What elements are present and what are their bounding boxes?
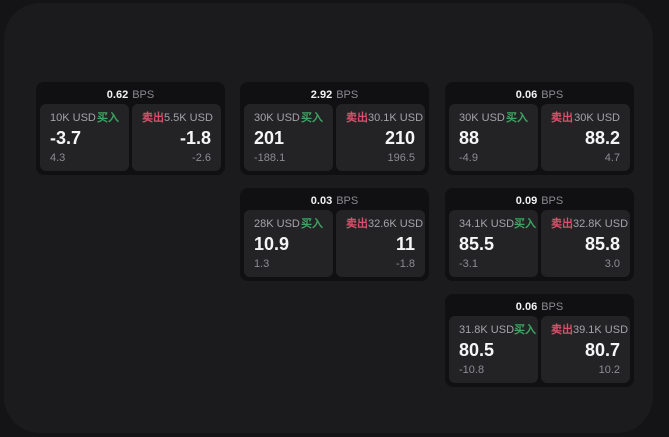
quote-card-3: 0.06 BPS 30K USD 买入 88 -4.9 卖出 30K USD 8… xyxy=(445,82,634,175)
buy-price: 80.5 xyxy=(459,340,495,360)
sell-price: 210 xyxy=(384,128,415,148)
sell-label: 卖出 xyxy=(551,218,573,230)
buy-price: 88 xyxy=(459,128,480,148)
sell-panel[interactable]: 卖出 32.8K USD 85.8 3.0 xyxy=(541,210,630,277)
sell-amount: 32.8K USD xyxy=(573,218,629,230)
buy-sub-value: -10.8 xyxy=(459,364,485,376)
card-header: 0.06 BPS xyxy=(449,86,630,104)
buy-amount: 31.8K USD xyxy=(459,324,515,336)
sell-panel[interactable]: 卖出 5.5K USD -1.8 -2.6 xyxy=(132,104,221,171)
buy-price: -3.7 xyxy=(50,128,82,148)
quote-card-1: 0.62 BPS 10K USD 买入 -3.7 4.3 卖出 5.5K USD… xyxy=(36,82,225,175)
sell-amount: 32.6K USD xyxy=(368,218,424,230)
sell-sub-value: 196.5 xyxy=(387,152,415,164)
quote-panels: 34.1K USD 买入 85.5 -3.1 卖出 32.8K USD 85.8… xyxy=(449,210,630,277)
sell-price: 85.8 xyxy=(584,234,620,254)
quote-panels: 30K USD 买入 88 -4.9 卖出 30K USD 88.2 4.7 xyxy=(449,104,630,171)
card-header: 2.92 BPS xyxy=(244,86,425,104)
buy-sub-value: 4.3 xyxy=(50,152,66,164)
bps-unit: BPS xyxy=(541,195,564,207)
sell-label: 卖出 xyxy=(551,112,573,124)
buy-price: 201 xyxy=(254,128,285,148)
buy-sub-value: -188.1 xyxy=(254,152,286,164)
sell-price: 80.7 xyxy=(584,340,620,360)
buy-price: 85.5 xyxy=(459,234,495,254)
quote-card-5: 0.09 BPS 34.1K USD 买入 85.5 -3.1 卖出 32.8K… xyxy=(445,188,634,281)
sell-sub-value: 4.7 xyxy=(604,152,620,164)
sell-sub-value: -1.8 xyxy=(396,258,415,270)
bps-unit: BPS xyxy=(541,301,564,313)
sell-amount: 30K USD xyxy=(574,112,620,124)
card-header: 0.06 BPS xyxy=(449,298,630,316)
bps-unit: BPS xyxy=(132,89,155,101)
sell-label: 卖出 xyxy=(346,218,368,230)
card-header: 0.09 BPS xyxy=(449,192,630,210)
sell-label: 卖出 xyxy=(346,112,368,124)
sell-price: -1.8 xyxy=(179,128,211,148)
buy-sub-value: -4.9 xyxy=(459,152,478,164)
buy-label: 买入 xyxy=(301,112,323,124)
card-header: 0.03 BPS xyxy=(244,192,425,210)
quote-panels: 31.8K USD 买入 80.5 -10.8 卖出 39.1K USD 80.… xyxy=(449,316,630,383)
quote-card-4: 0.03 BPS 28K USD 买入 10.9 1.3 卖出 32.6K US… xyxy=(240,188,429,281)
buy-amount: 10K USD xyxy=(50,112,96,124)
bps-value: 0.03 xyxy=(310,195,333,207)
sell-sub-value: 3.0 xyxy=(604,258,620,270)
buy-panel[interactable]: 10K USD 买入 -3.7 4.3 xyxy=(40,104,129,171)
bps-value: 0.09 xyxy=(515,195,538,207)
sell-sub-value: 10.2 xyxy=(598,364,620,376)
sell-sub-value: -2.6 xyxy=(192,152,211,164)
buy-amount: 28K USD xyxy=(254,218,300,230)
app-window: 0.62 BPS 10K USD 买入 -3.7 4.3 卖出 5.5K USD… xyxy=(4,3,653,433)
quote-panels: 28K USD 买入 10.9 1.3 卖出 32.6K USD 11 -1.8 xyxy=(244,210,425,277)
buy-label: 买入 xyxy=(506,112,528,124)
sell-panel[interactable]: 卖出 30K USD 88.2 4.7 xyxy=(541,104,630,171)
quote-panels: 10K USD 买入 -3.7 4.3 卖出 5.5K USD -1.8 -2.… xyxy=(40,104,221,171)
buy-panel[interactable]: 31.8K USD 买入 80.5 -10.8 xyxy=(449,316,538,383)
buy-amount: 30K USD xyxy=(459,112,505,124)
buy-panel[interactable]: 30K USD 买入 201 -188.1 xyxy=(244,104,333,171)
buy-label: 买入 xyxy=(514,324,537,336)
buy-amount: 30K USD xyxy=(254,112,300,124)
buy-panel[interactable]: 28K USD 买入 10.9 1.3 xyxy=(244,210,333,277)
sell-amount: 5.5K USD xyxy=(164,112,213,124)
buy-amount: 34.1K USD xyxy=(459,218,515,230)
buy-price: 10.9 xyxy=(254,234,290,254)
bps-unit: BPS xyxy=(336,89,359,101)
sell-panel[interactable]: 卖出 32.6K USD 11 -1.8 xyxy=(336,210,425,277)
sell-amount: 30.1K USD xyxy=(368,112,424,124)
sell-label: 卖出 xyxy=(142,112,164,124)
buy-sub-value: -3.1 xyxy=(459,258,478,270)
sell-price: 11 xyxy=(395,234,415,254)
bps-value: 0.06 xyxy=(515,89,538,101)
bps-value: 0.06 xyxy=(515,301,538,313)
buy-label: 买入 xyxy=(97,112,119,124)
quote-card-2: 2.92 BPS 30K USD 买入 201 -188.1 卖出 30.1K … xyxy=(240,82,429,175)
bps-value: 2.92 xyxy=(310,89,333,101)
sell-amount: 39.1K USD xyxy=(573,324,629,336)
buy-sub-value: 1.3 xyxy=(254,258,270,270)
sell-panel[interactable]: 卖出 39.1K USD 80.7 10.2 xyxy=(541,316,630,383)
bps-unit: BPS xyxy=(541,89,564,101)
buy-label: 买入 xyxy=(514,218,537,230)
sell-panel[interactable]: 卖出 30.1K USD 210 196.5 xyxy=(336,104,425,171)
sell-price: 88.2 xyxy=(584,128,620,148)
buy-label: 买入 xyxy=(301,218,323,230)
quote-panels: 30K USD 买入 201 -188.1 卖出 30.1K USD 210 1… xyxy=(244,104,425,171)
buy-panel[interactable]: 34.1K USD 买入 85.5 -3.1 xyxy=(449,210,538,277)
buy-panel[interactable]: 30K USD 买入 88 -4.9 xyxy=(449,104,538,171)
sell-label: 卖出 xyxy=(551,324,573,336)
bps-value: 0.62 xyxy=(106,89,129,101)
card-header: 0.62 BPS xyxy=(40,86,221,104)
quote-card-6: 0.06 BPS 31.8K USD 买入 80.5 -10.8 卖出 39.1… xyxy=(445,294,634,387)
bps-unit: BPS xyxy=(336,195,359,207)
